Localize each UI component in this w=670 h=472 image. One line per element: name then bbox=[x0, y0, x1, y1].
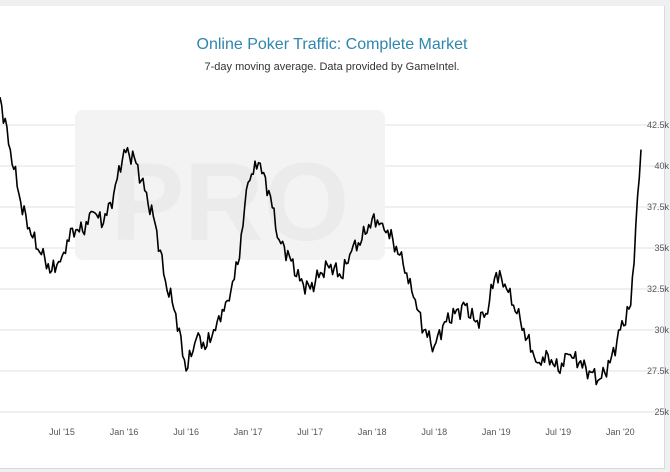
x-tick-label: Jul '19 bbox=[545, 427, 571, 437]
x-tick-label: Jan '20 bbox=[606, 427, 635, 437]
x-tick-label: Jul '15 bbox=[49, 427, 75, 437]
watermark-text: PRO bbox=[111, 141, 349, 264]
x-tick-label: Jan '19 bbox=[482, 427, 511, 437]
x-tick-label: Jan '17 bbox=[234, 427, 263, 437]
y-tick-label: 35k bbox=[654, 243, 669, 253]
y-tick-label: 40k bbox=[654, 161, 669, 171]
x-tick-label: Jan '18 bbox=[358, 427, 387, 437]
chart-title: Online Poker Traffic: Complete Market bbox=[196, 36, 468, 53]
y-tick-label: 25k bbox=[654, 407, 669, 417]
x-tick-label: Jul '16 bbox=[173, 427, 199, 437]
y-tick-label: 32.5k bbox=[647, 284, 670, 294]
series-lines bbox=[0, 96, 642, 386]
watermark-box bbox=[75, 110, 385, 260]
pro-watermark: PRO bbox=[75, 110, 385, 264]
y-axis-ticks: 25k 27.5k 30k 32.5k 35k 37.5k 40k 42.5k bbox=[647, 120, 670, 417]
x-tick-label: Jan '16 bbox=[110, 427, 139, 437]
x-tick-label: Jul '17 bbox=[297, 427, 323, 437]
x-tick-label: Jul '18 bbox=[421, 427, 447, 437]
y-tick-label: 27.5k bbox=[647, 366, 670, 376]
chart-subtitle: 7-day moving average. Data provided by G… bbox=[204, 61, 460, 73]
y-tick-label: 37.5k bbox=[647, 202, 670, 212]
series-line bbox=[0, 96, 642, 386]
y-tick-label: 42.5k bbox=[647, 120, 670, 130]
x-axis-ticks: Jul '15 Jan '16 Jul '16 Jan '17 Jul '17 Jan '… bbox=[49, 427, 635, 437]
y-tick-label: 30k bbox=[654, 325, 669, 335]
